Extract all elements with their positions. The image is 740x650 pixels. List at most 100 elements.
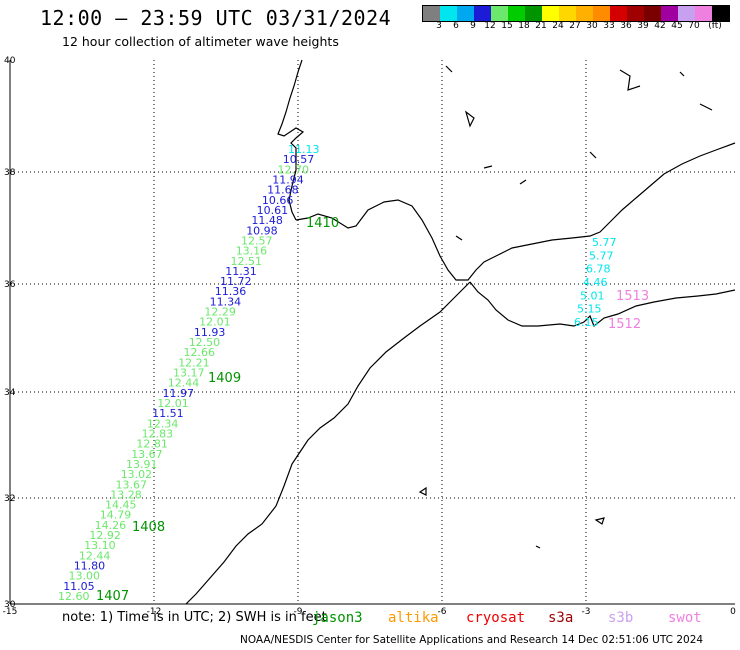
wave-height-label: 13.16 [236, 245, 268, 258]
wave-height-label: 12.81 [136, 438, 168, 451]
wave-height-label: 14.45 [105, 499, 137, 512]
pass-label-1409: 1409 [208, 371, 241, 386]
wave-height-label: 11.72 [220, 275, 252, 288]
lon-tick-label: -3 [582, 607, 591, 617]
wave-height-label: 5.77 [592, 236, 617, 249]
scale-label: 9 [470, 21, 476, 31]
wave-height-label: 11.93 [194, 326, 226, 339]
scale-swatch [661, 6, 678, 21]
coastline [185, 59, 736, 605]
scale-label: 12 [484, 21, 496, 31]
lon-tick-label: 0 [730, 607, 736, 617]
scale-label: 30 [586, 21, 598, 31]
satellite-legend-jason3: jason3 [312, 610, 363, 626]
river-6 [589, 151, 597, 159]
wave-height-label: 11.94 [272, 174, 304, 187]
wave-height-label: 13.10 [84, 539, 116, 552]
map-title: 12:00 – 23:59 UTC 03/31/2024 [40, 6, 392, 30]
wave-height-label: 11.80 [74, 560, 106, 573]
river-1 [483, 165, 493, 169]
wave-height-label: 12.44 [79, 549, 111, 562]
scale-swatch [542, 6, 559, 21]
scale-unit-label: (ft) [708, 21, 722, 31]
pass-label-1513: 1513 [616, 289, 649, 304]
scale-swatch [525, 6, 542, 21]
scale-label: 70 [688, 21, 700, 31]
wave-height-label: 13.91 [126, 458, 158, 471]
scale-swatch [678, 6, 695, 21]
scale-swatch [491, 6, 508, 21]
lake-outline [464, 110, 475, 128]
river-3 [619, 69, 641, 91]
wave-height-label: 12.60 [58, 590, 90, 603]
pass-label-1407: 1407 [96, 589, 129, 604]
scale-label: 6 [453, 21, 459, 31]
portugal-coast [277, 59, 305, 221]
wave-height-label: 10.57 [283, 153, 315, 166]
color-scale-legend [422, 5, 730, 22]
wave-height-label: 11.36 [215, 285, 247, 298]
wave-height-label: 10.66 [262, 194, 294, 207]
wave-height-label: 12.57 [241, 234, 273, 247]
wave-height-label: 13.67 [116, 478, 148, 491]
morocco-coast [469, 281, 736, 327]
wave-height-label: 13.02 [121, 468, 153, 481]
pass-label-1408: 1408 [132, 520, 165, 535]
scale-label: 36 [620, 21, 632, 31]
island-1 [418, 486, 427, 496]
wave-height-label: 13.00 [69, 570, 101, 583]
wave-height-label: 12.51 [231, 255, 263, 268]
scale-swatch [457, 6, 474, 21]
satellite-legend-altika: altika [388, 610, 439, 626]
wave-height-label: 12.50 [189, 336, 221, 349]
wave-height-label: 5.15 [577, 303, 602, 316]
wave-height-label: 13.67 [131, 448, 163, 461]
lon-tick-label: -15 [3, 607, 18, 617]
lat-tick-label: 40 [4, 56, 16, 66]
footnote: note: 1) Time is in UTC; 2) SWH is in fe… [62, 610, 327, 625]
scale-swatch [423, 6, 440, 21]
wave-height-label: 12.01 [157, 397, 189, 410]
wave-height-label: 13.17 [173, 367, 205, 380]
scale-swatch [712, 6, 729, 21]
satellite-legend-s3a: s3a [548, 610, 574, 626]
river-8 [445, 65, 453, 73]
scale-label: 39 [637, 21, 649, 31]
wave-height-label: 11.51 [152, 407, 184, 420]
scale-label: 24 [552, 21, 564, 31]
river-2 [455, 235, 463, 241]
wave-height-label: 12.29 [204, 306, 236, 319]
pass-label-1512: 1512 [608, 317, 641, 332]
wave-height-label: 14.26 [95, 519, 127, 532]
lon-tick-label: -9 [294, 607, 303, 617]
wave-height-label: 10.98 [246, 224, 278, 237]
scale-label: 42 [654, 21, 666, 31]
satellite-legend-cryosat: cryosat [466, 610, 526, 626]
wave-height-label: 5.77 [589, 249, 614, 262]
lat-tick-label: 32 [4, 494, 15, 504]
scale-swatch [474, 6, 491, 21]
grid-lines [10, 60, 735, 604]
river-4 [679, 71, 685, 77]
scale-swatch [627, 6, 644, 21]
scale-label: 45 [671, 21, 683, 31]
satellite-legend-s3b: s3b [608, 610, 634, 626]
lon-tick-label: -12 [147, 607, 162, 617]
wave-height-label: 12.01 [199, 316, 231, 329]
wave-height-label: 12.83 [142, 428, 174, 441]
lat-tick-label: 36 [4, 280, 16, 290]
wave-height-label: 12.34 [147, 417, 179, 430]
scale-swatch [440, 6, 457, 21]
river-7 [519, 179, 527, 185]
lon-tick-label: -6 [438, 607, 447, 617]
map-subtitle: 12 hour collection of altimeter wave hei… [62, 34, 339, 49]
wave-height-label: 12.92 [89, 529, 121, 542]
jason3-track: 11.1310.5712.7011.9411.6810.6610.6111.48… [58, 143, 320, 603]
scale-swatch [559, 6, 576, 21]
wave-height-label: 11.48 [251, 214, 283, 227]
wave-height-label: 11.34 [210, 295, 242, 308]
pass-label-1410: 1410 [306, 216, 339, 231]
wave-height-label: 11.05 [63, 580, 94, 593]
wave-height-label: 12.44 [168, 377, 200, 390]
scale-label: 21 [535, 21, 547, 31]
